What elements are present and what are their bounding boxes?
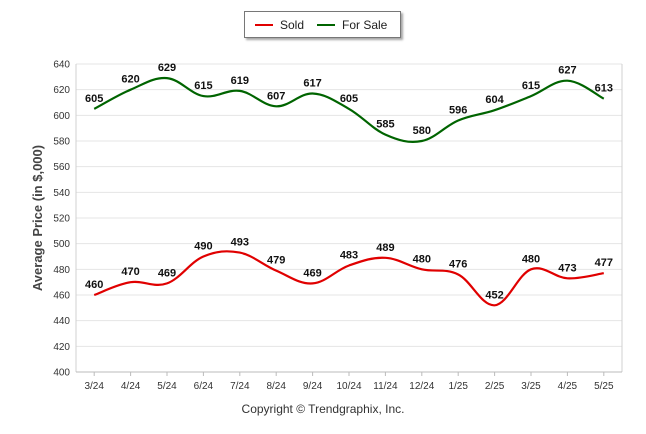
copyright-footer: Copyright © Trendgraphix, Inc. bbox=[241, 402, 405, 416]
x-tick-label: 8/24 bbox=[266, 381, 286, 392]
series-line-sold bbox=[93, 250, 604, 307]
y-tick-label: 580 bbox=[53, 137, 70, 148]
x-tick-label: 7/24 bbox=[230, 381, 250, 392]
data-label-for-sale: 629 bbox=[158, 62, 176, 74]
data-label-for-sale: 605 bbox=[85, 93, 103, 105]
x-tick-label: 4/24 bbox=[121, 381, 141, 392]
data-label-sold: 469 bbox=[158, 267, 176, 279]
y-tick-label: 420 bbox=[53, 342, 70, 353]
legend-swatch-sold bbox=[255, 23, 273, 26]
data-label-sold: 452 bbox=[485, 289, 503, 301]
data-label-for-sale: 615 bbox=[522, 80, 540, 92]
data-label-sold: 476 bbox=[449, 258, 467, 270]
x-tick-label: 2/25 bbox=[485, 381, 505, 392]
data-label-sold: 493 bbox=[231, 237, 249, 249]
chart-grid bbox=[75, 63, 623, 373]
y-tick-label: 500 bbox=[53, 239, 70, 250]
y-tick-label: 520 bbox=[53, 214, 70, 225]
y-tick-label: 480 bbox=[53, 265, 70, 276]
legend-item-for-sale[interactable]: For Sale bbox=[317, 12, 387, 37]
legend-label-for-sale: For Sale bbox=[342, 17, 388, 32]
legend-label-sold: Sold bbox=[280, 17, 305, 32]
data-label-sold: 460 bbox=[85, 279, 103, 291]
x-tick-label: 3/24 bbox=[84, 381, 104, 392]
y-tick-label: 560 bbox=[53, 162, 70, 173]
series-lines bbox=[93, 76, 605, 307]
x-tick-label: 12/24 bbox=[409, 381, 434, 392]
legend: Sold For Sale bbox=[244, 11, 401, 38]
data-label-sold: 477 bbox=[595, 257, 613, 269]
data-label-for-sale: 615 bbox=[194, 80, 212, 92]
x-tick-label: 11/24 bbox=[373, 381, 398, 392]
y-tick-label: 440 bbox=[53, 316, 70, 327]
legend-item-sold[interactable]: Sold bbox=[255, 12, 304, 37]
data-label-sold: 483 bbox=[340, 249, 358, 261]
data-label-for-sale: 619 bbox=[231, 75, 249, 87]
x-tick-label: 1/25 bbox=[448, 381, 468, 392]
data-label-for-sale: 613 bbox=[595, 83, 613, 95]
data-label-for-sale: 617 bbox=[303, 78, 321, 90]
y-tick-label: 640 bbox=[53, 60, 70, 71]
y-tick-label: 620 bbox=[53, 85, 70, 96]
data-label-for-sale: 596 bbox=[449, 104, 467, 116]
x-tick-label: 6/24 bbox=[194, 381, 214, 392]
x-axis: 3/24 4/24 5/24 6/24 7/24 8/24 9/24 10/24 11/24 12… bbox=[84, 372, 614, 392]
data-label-sold: 469 bbox=[303, 267, 321, 279]
series-line-for-sale bbox=[93, 76, 605, 143]
data-label-for-sale: 627 bbox=[558, 65, 576, 77]
y-axis: 400 420 440 460 480 500 520 540 560 580 600 620 640 bbox=[53, 60, 70, 379]
data-label-for-sale: 605 bbox=[340, 93, 358, 105]
y-tick-label: 540 bbox=[53, 188, 70, 199]
data-label-sold: 470 bbox=[121, 266, 139, 278]
data-label-sold: 480 bbox=[522, 253, 540, 265]
y-axis-title: Average Price (in $,000) bbox=[30, 145, 45, 291]
y-tick-label: 460 bbox=[53, 291, 70, 302]
y-tick-label: 400 bbox=[53, 368, 70, 379]
y-tick-label: 600 bbox=[53, 111, 70, 122]
x-tick-label: 5/25 bbox=[594, 381, 614, 392]
data-label-for-sale: 604 bbox=[485, 94, 504, 106]
data-label-for-sale: 620 bbox=[121, 74, 139, 86]
data-label-sold: 479 bbox=[267, 255, 285, 267]
data-label-sold: 489 bbox=[376, 242, 394, 254]
x-tick-label: 5/24 bbox=[157, 381, 177, 392]
data-label-sold: 480 bbox=[413, 253, 431, 265]
data-label-for-sale: 607 bbox=[267, 90, 285, 102]
x-tick-label: 10/24 bbox=[336, 381, 361, 392]
data-labels: 460 470 469 490 493 479 469 483 489 480 476 452 480 4… bbox=[85, 62, 613, 301]
x-tick-label: 9/24 bbox=[303, 381, 323, 392]
data-label-sold: 473 bbox=[558, 262, 576, 274]
data-label-sold: 490 bbox=[194, 241, 212, 253]
data-label-for-sale: 585 bbox=[376, 119, 394, 131]
x-tick-label: 3/25 bbox=[521, 381, 541, 392]
x-tick-label: 4/25 bbox=[558, 381, 578, 392]
legend-swatch-for-sale bbox=[317, 23, 335, 26]
data-label-for-sale: 580 bbox=[413, 125, 431, 137]
